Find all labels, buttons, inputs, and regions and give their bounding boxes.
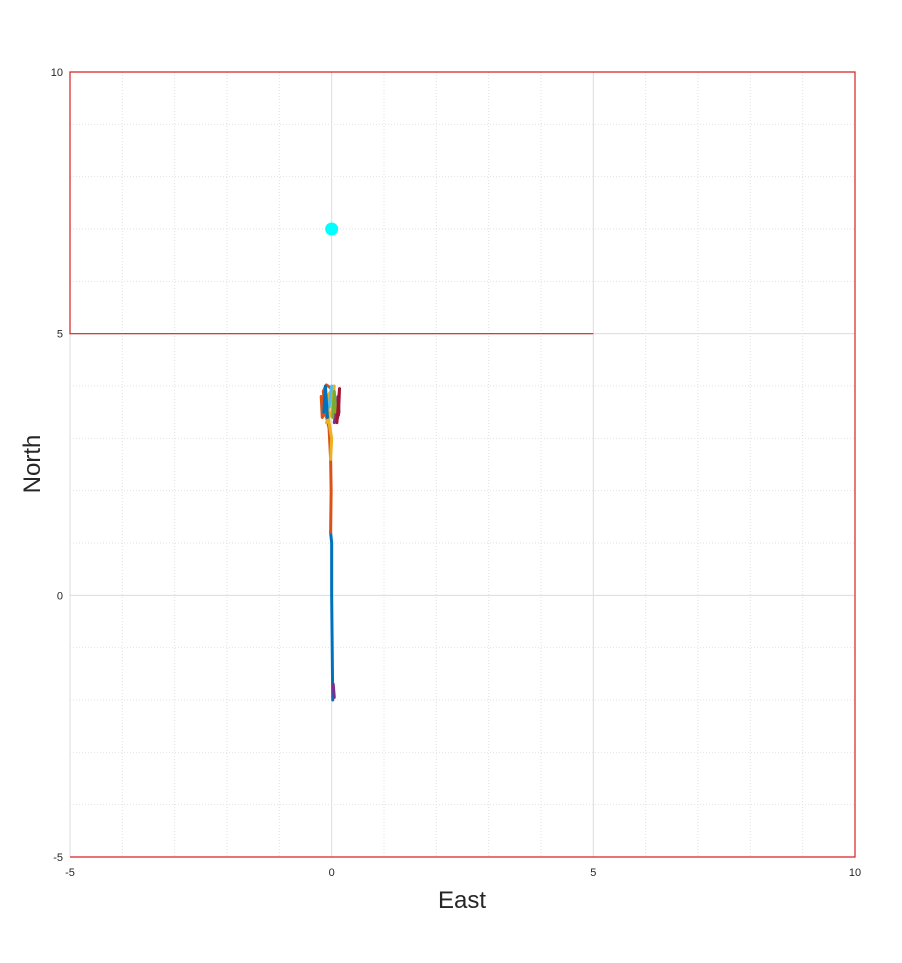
x-tick-label: 10 bbox=[849, 867, 861, 879]
y-tick-label: 0 bbox=[57, 590, 63, 602]
x-tick-label: 0 bbox=[329, 867, 335, 879]
x-tick-label: 5 bbox=[590, 867, 596, 879]
trajectory-line bbox=[329, 531, 335, 702]
y-axis-label: North bbox=[19, 435, 46, 494]
plot-background bbox=[70, 72, 855, 857]
trajectory-line bbox=[331, 682, 336, 699]
tick-labels: -5 0 5 10 -5 0 5 10 bbox=[51, 67, 861, 879]
x-axis-label: East bbox=[438, 887, 486, 914]
y-tick-label: 5 bbox=[57, 329, 63, 341]
trajectory-line bbox=[322, 384, 329, 419]
y-tick-label: 10 bbox=[51, 67, 63, 79]
y-tick-label: -5 bbox=[53, 852, 63, 864]
boundary bbox=[69, 71, 856, 858]
trajectory-line bbox=[335, 387, 342, 425]
boundary-wall bbox=[69, 71, 856, 858]
grid bbox=[69, 71, 856, 858]
trajectories bbox=[319, 383, 342, 702]
target-marker bbox=[325, 222, 339, 236]
markers bbox=[325, 222, 339, 236]
x-tick-label: -5 bbox=[65, 867, 75, 879]
trajectory-line bbox=[331, 389, 338, 419]
trajectory-line bbox=[327, 384, 334, 409]
